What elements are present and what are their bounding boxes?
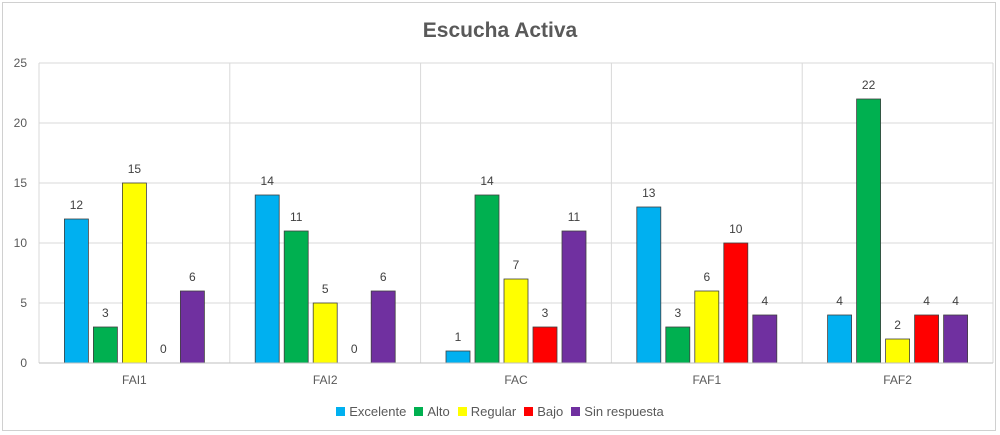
data-label-fai1-alto: 3 [102, 306, 109, 320]
bar-fai1-sin-respuesta [179, 290, 205, 364]
x-tick-label-faf1: FAF1 [692, 373, 721, 387]
data-label-fac-excelente: 1 [455, 330, 462, 344]
chart-legend: Excelente Alto Regular Bajo Sin respuesta [3, 404, 997, 419]
y-tick-label-0: 0 [20, 356, 27, 370]
legend-label-excelente: Excelente [349, 404, 407, 419]
bar-fac-sin-respuesta [561, 230, 587, 364]
legend-swatch-regular [457, 407, 467, 416]
bar-fac-bajo [532, 326, 558, 364]
x-tick-label-faf2: FAF2 [883, 373, 912, 387]
legend-item-bajo: Bajo [524, 404, 563, 419]
bar-faf2-regular [885, 338, 910, 364]
data-label-faf1-sin-respuesta: 4 [761, 294, 768, 308]
y-tick-label-25: 25 [14, 56, 28, 70]
legend-swatch-alto [414, 407, 424, 416]
data-label-faf2-regular: 2 [894, 318, 901, 332]
bar-faf1-bajo [723, 242, 749, 364]
legend-label-regular: Regular [470, 404, 517, 419]
data-label-faf2-bajo: 4 [923, 294, 930, 308]
data-label-fai2-excelente: 14 [261, 174, 275, 188]
bar-fac-regular [503, 278, 529, 364]
data-label-fai2-alto: 11 [290, 210, 303, 224]
bar-fac-excelente [445, 350, 471, 364]
bar-faf2-excelente [827, 314, 852, 364]
x-tick-label-fai2: FAI2 [313, 373, 338, 387]
data-label-fai2-sin-respuesta: 6 [380, 270, 387, 284]
data-label-faf2-excelente: 4 [836, 294, 843, 308]
bar-fai2-alto [283, 230, 309, 364]
legend-item-sin-respuesta: Sin respuesta [571, 404, 664, 419]
data-label-fai1-bajo: 0 [160, 342, 167, 356]
bar-fai2-excelente [254, 194, 280, 364]
legend-swatch-excelente [336, 407, 346, 416]
bar-faf2-bajo [914, 314, 939, 364]
bar-fai2-regular [312, 302, 338, 364]
data-label-fai1-excelente: 12 [70, 198, 84, 212]
legend-label-sin-respuesta: Sin respuesta [584, 404, 664, 419]
data-label-fai2-regular: 5 [322, 282, 329, 296]
legend-item-alto: Alto [414, 404, 450, 419]
data-label-faf2-sin-respuesta: 4 [952, 294, 959, 308]
legend-item-excelente: Excelente [336, 404, 406, 419]
data-label-fac-sin-respuesta: 11 [568, 210, 581, 224]
legend-item-regular: Regular [457, 404, 517, 419]
bar-fai1-alto [93, 326, 118, 364]
bar-faf2-alto [856, 98, 881, 364]
x-tick-label-fai1: FAI1 [122, 373, 147, 387]
y-tick-label-20: 20 [14, 116, 28, 130]
bar-fai2-sin-respuesta [370, 290, 396, 364]
y-tick-label-5: 5 [20, 296, 27, 310]
data-label-fac-alto: 14 [480, 174, 494, 188]
data-label-fac-bajo: 3 [542, 306, 549, 320]
data-label-fac-regular: 7 [513, 258, 520, 272]
data-label-faf1-alto: 3 [674, 306, 681, 320]
legend-label-alto: Alto [427, 404, 450, 419]
data-label-faf1-regular: 6 [703, 270, 710, 284]
legend-label-bajo: Bajo [537, 404, 564, 419]
data-label-faf1-excelente: 13 [642, 186, 656, 200]
data-label-fai1-sin-respuesta: 6 [189, 270, 196, 284]
data-label-fai2-bajo: 0 [351, 342, 358, 356]
bar-faf1-sin-respuesta [752, 314, 778, 364]
legend-swatch-bajo [524, 407, 534, 416]
data-label-faf2-alto: 22 [862, 78, 876, 92]
data-label-fai1-regular: 15 [128, 162, 142, 176]
data-label-faf1-bajo: 10 [729, 222, 743, 236]
bar-faf1-regular [694, 290, 720, 364]
bar-faf1-excelente [636, 206, 662, 364]
bar-faf1-alto [665, 326, 691, 364]
x-tick-label-fac: FAC [504, 373, 528, 387]
bar-faf2-sin-respuesta [943, 314, 968, 364]
legend-swatch-sin-respuesta [571, 407, 581, 416]
y-tick-label-15: 15 [14, 176, 28, 190]
bar-chart: 0 5 10 15 20 25 12 3 15 0 6 FAI1 14 11 5 0 6 FAI2 1 14 7 3 11 F… [14, 56, 994, 387]
bar-fai1-regular [122, 182, 147, 364]
chart-title: Escucha Activa [422, 19, 578, 42]
y-tick-label-10: 10 [14, 236, 28, 250]
bar-fac-alto [474, 194, 500, 364]
bar-fai1-excelente [64, 218, 89, 364]
